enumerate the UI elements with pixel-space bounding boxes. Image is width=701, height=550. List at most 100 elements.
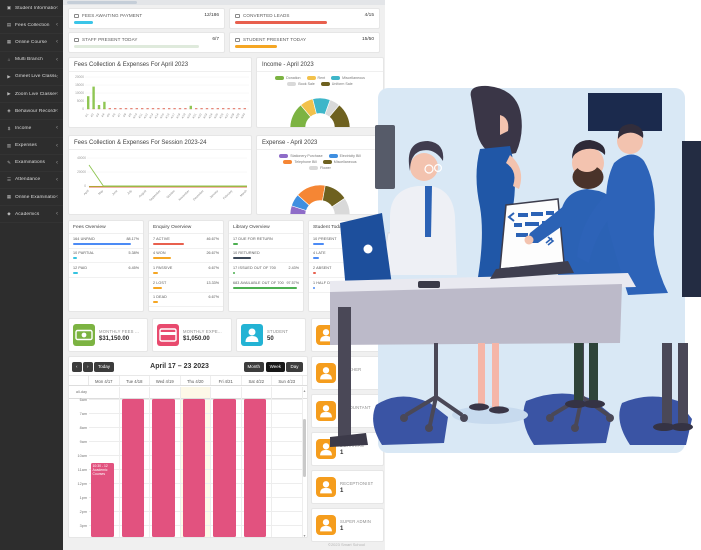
calendar-event[interactable] bbox=[152, 399, 175, 537]
progress-track bbox=[74, 45, 219, 48]
calendar-view-day[interactable]: Day bbox=[286, 361, 303, 372]
expense-chart-card-donut bbox=[289, 184, 351, 214]
staff-present-icon bbox=[74, 37, 79, 42]
role-card-value: 1 bbox=[340, 449, 344, 456]
calendar-event[interactable] bbox=[213, 399, 236, 537]
calendar-event[interactable] bbox=[121, 399, 144, 537]
sidebar-item-label: Online Course bbox=[15, 39, 47, 45]
calendar-time-label: 8am bbox=[79, 425, 87, 430]
chart-title: Fees Collection & Expenses For Session 2… bbox=[69, 136, 251, 150]
sidebar-item-label: Income bbox=[15, 125, 32, 131]
chart-title: Income - April 2023 bbox=[257, 58, 383, 72]
svg-text:4/12: 4/12 bbox=[143, 112, 149, 119]
overview-row-label: 10 PRESENT bbox=[313, 236, 337, 241]
calendar-event[interactable] bbox=[243, 399, 266, 537]
scrollbar-thumb[interactable] bbox=[67, 1, 137, 4]
legend-swatch bbox=[275, 76, 285, 80]
summary-card: STUDENT PRESENT TODAY 15/50 bbox=[229, 32, 380, 53]
calendar-view-week[interactable]: Week bbox=[265, 361, 285, 372]
sidebar-item-student-information[interactable]: ▣ Student Information ‹ bbox=[0, 0, 63, 17]
sidebar-item-academics[interactable]: ◆ Academics ‹ bbox=[0, 206, 63, 223]
fees-session-chart-card: Fees Collection & Expenses For Session 2… bbox=[68, 135, 252, 215]
calendar-grid: all-day 6am 7am 8am 9am 10am 11am 12pm 1pm 2pm 3pm… bbox=[69, 387, 307, 537]
calendar-day-header-row: Mon 4/17 Tue 4/18 Wed 4/19 Thu 4/20 Fri 4/21… bbox=[69, 375, 307, 386]
horizontal-scrollbar[interactable] bbox=[63, 0, 385, 5]
overview-row-label: 17 DUE FOR RETURN bbox=[233, 236, 273, 241]
student-icon bbox=[241, 324, 263, 346]
calendar-day-column[interactable] bbox=[211, 387, 242, 537]
svg-text:4/2: 4/2 bbox=[89, 112, 95, 118]
overview-row-percent: 97.57% bbox=[286, 280, 299, 285]
progress-bar bbox=[233, 286, 298, 289]
calendar-next-button[interactable]: › bbox=[83, 361, 93, 372]
calendar-title: April 17 – 23 2023 bbox=[150, 363, 209, 370]
scroll-up-icon[interactable]: ▴ bbox=[303, 388, 306, 393]
calendar-time-label: 7am bbox=[79, 411, 87, 416]
scroll-down-icon[interactable]: ▾ bbox=[303, 533, 306, 538]
calendar-event[interactable] bbox=[182, 399, 205, 537]
session-line-chart: 0 20000 40000 April May June July August Septemb… bbox=[77, 156, 248, 202]
calendar-day-column[interactable] bbox=[89, 387, 120, 537]
calendar-day-column[interactable] bbox=[242, 387, 272, 537]
calendar-today-button[interactable]: Today bbox=[94, 361, 115, 372]
calendar-view-month[interactable]: Month bbox=[243, 361, 265, 372]
sidebar-item-zoom-live-classes[interactable]: ▶ Zoom Live Classes ‹ bbox=[0, 86, 63, 103]
sidebar-item-gmeet-live-classes[interactable]: ▶ Gmeet Live Classes ‹ bbox=[0, 69, 63, 86]
chevron-icon: ‹ bbox=[56, 211, 58, 218]
sidebar-item-fees-collection[interactable]: ▤ Fees Collection ‹ bbox=[0, 17, 63, 34]
sidebar-item-income[interactable]: $ Income ‹ bbox=[0, 120, 63, 137]
legend-item: Rent bbox=[306, 76, 325, 80]
calendar-time-label: 1pm bbox=[79, 495, 87, 500]
progress-track bbox=[235, 21, 374, 24]
sidebar-item-label: Zoom Live Classes bbox=[15, 91, 56, 97]
svg-text:4/15: 4/15 bbox=[159, 112, 165, 119]
calendar-day-header: Wed 4/19 bbox=[150, 376, 181, 385]
role-person-icon bbox=[316, 363, 336, 383]
student-information-icon: ▣ bbox=[6, 5, 12, 11]
calendar-time-label: 10am bbox=[77, 453, 88, 458]
chevron-icon: ‹ bbox=[56, 73, 58, 80]
overview-row-label: 1 HALF DAY bbox=[313, 280, 335, 285]
svg-text:4/4: 4/4 bbox=[100, 112, 106, 118]
sidebar-item-expenses[interactable]: ▥ Expenses ‹ bbox=[0, 138, 63, 155]
calendar-day-column[interactable] bbox=[181, 387, 211, 537]
svg-text:4/18: 4/18 bbox=[175, 112, 181, 119]
sidebar-item-attendance[interactable]: ☰ Attendance ‹ bbox=[0, 172, 63, 189]
sidebar-item-examinations[interactable]: ✎ Examinations ‹ bbox=[0, 155, 63, 172]
sidebar-item-behaviour-records[interactable]: ◈ Behaviour Records ‹ bbox=[0, 103, 63, 120]
svg-text:March: March bbox=[239, 189, 248, 198]
progress-bar bbox=[153, 286, 162, 289]
legend-swatch bbox=[320, 82, 330, 86]
chevron-icon: ‹ bbox=[56, 22, 58, 29]
legend-swatch bbox=[287, 82, 297, 86]
scrollbar-thumb[interactable] bbox=[303, 419, 306, 477]
expenses-icon: ▥ bbox=[6, 142, 12, 148]
calendar-day-column[interactable] bbox=[120, 387, 150, 537]
stat-card-student: STUDENT 50 bbox=[236, 318, 306, 352]
summary-card-label: FEES AWAITING PAYMENT bbox=[82, 13, 143, 19]
overview-row: 683 AVAILABLE OUT OF 700 97.57% bbox=[229, 278, 303, 293]
legend-swatch bbox=[328, 154, 338, 158]
calendar-day-column[interactable] bbox=[272, 387, 303, 537]
overview-row-percent: 6.67% bbox=[208, 265, 219, 270]
sidebar-item-multi-branch[interactable]: ⌂ Multi Branch ‹ bbox=[0, 52, 63, 69]
role-person-icon bbox=[316, 515, 336, 535]
overview-row-label: 4 WON bbox=[153, 251, 166, 256]
sidebar-item-online-course[interactable]: ▦ Online Course ‹ bbox=[0, 34, 63, 51]
desk bbox=[330, 273, 636, 345]
overview-row-percent: 26.67% bbox=[206, 251, 219, 256]
legend-item: Electricity Bill bbox=[328, 154, 361, 158]
calendar-prev-button[interactable]: ‹ bbox=[72, 361, 82, 372]
legend-swatch bbox=[331, 76, 341, 80]
calendar-event[interactable]: 10:30 - 12 Academic Courses bbox=[91, 463, 114, 537]
sidebar-item-online-examinations[interactable]: ▦Online Examinations‹ bbox=[0, 189, 63, 206]
pointing-arm bbox=[524, 201, 578, 245]
svg-text:November: November bbox=[178, 189, 191, 202]
calendar-scrollbar[interactable]: ▴ ▾ bbox=[302, 387, 307, 538]
student-present-icon bbox=[235, 37, 240, 42]
calendar-header: ‹ › Today April 17 – 23 2023 Month Week Day bbox=[69, 357, 307, 373]
calendar-allday-label: all-day bbox=[75, 390, 87, 394]
progress-bar bbox=[74, 45, 199, 48]
overview-row-percent: 6.67% bbox=[208, 295, 219, 300]
calendar-day-column[interactable] bbox=[150, 387, 181, 537]
